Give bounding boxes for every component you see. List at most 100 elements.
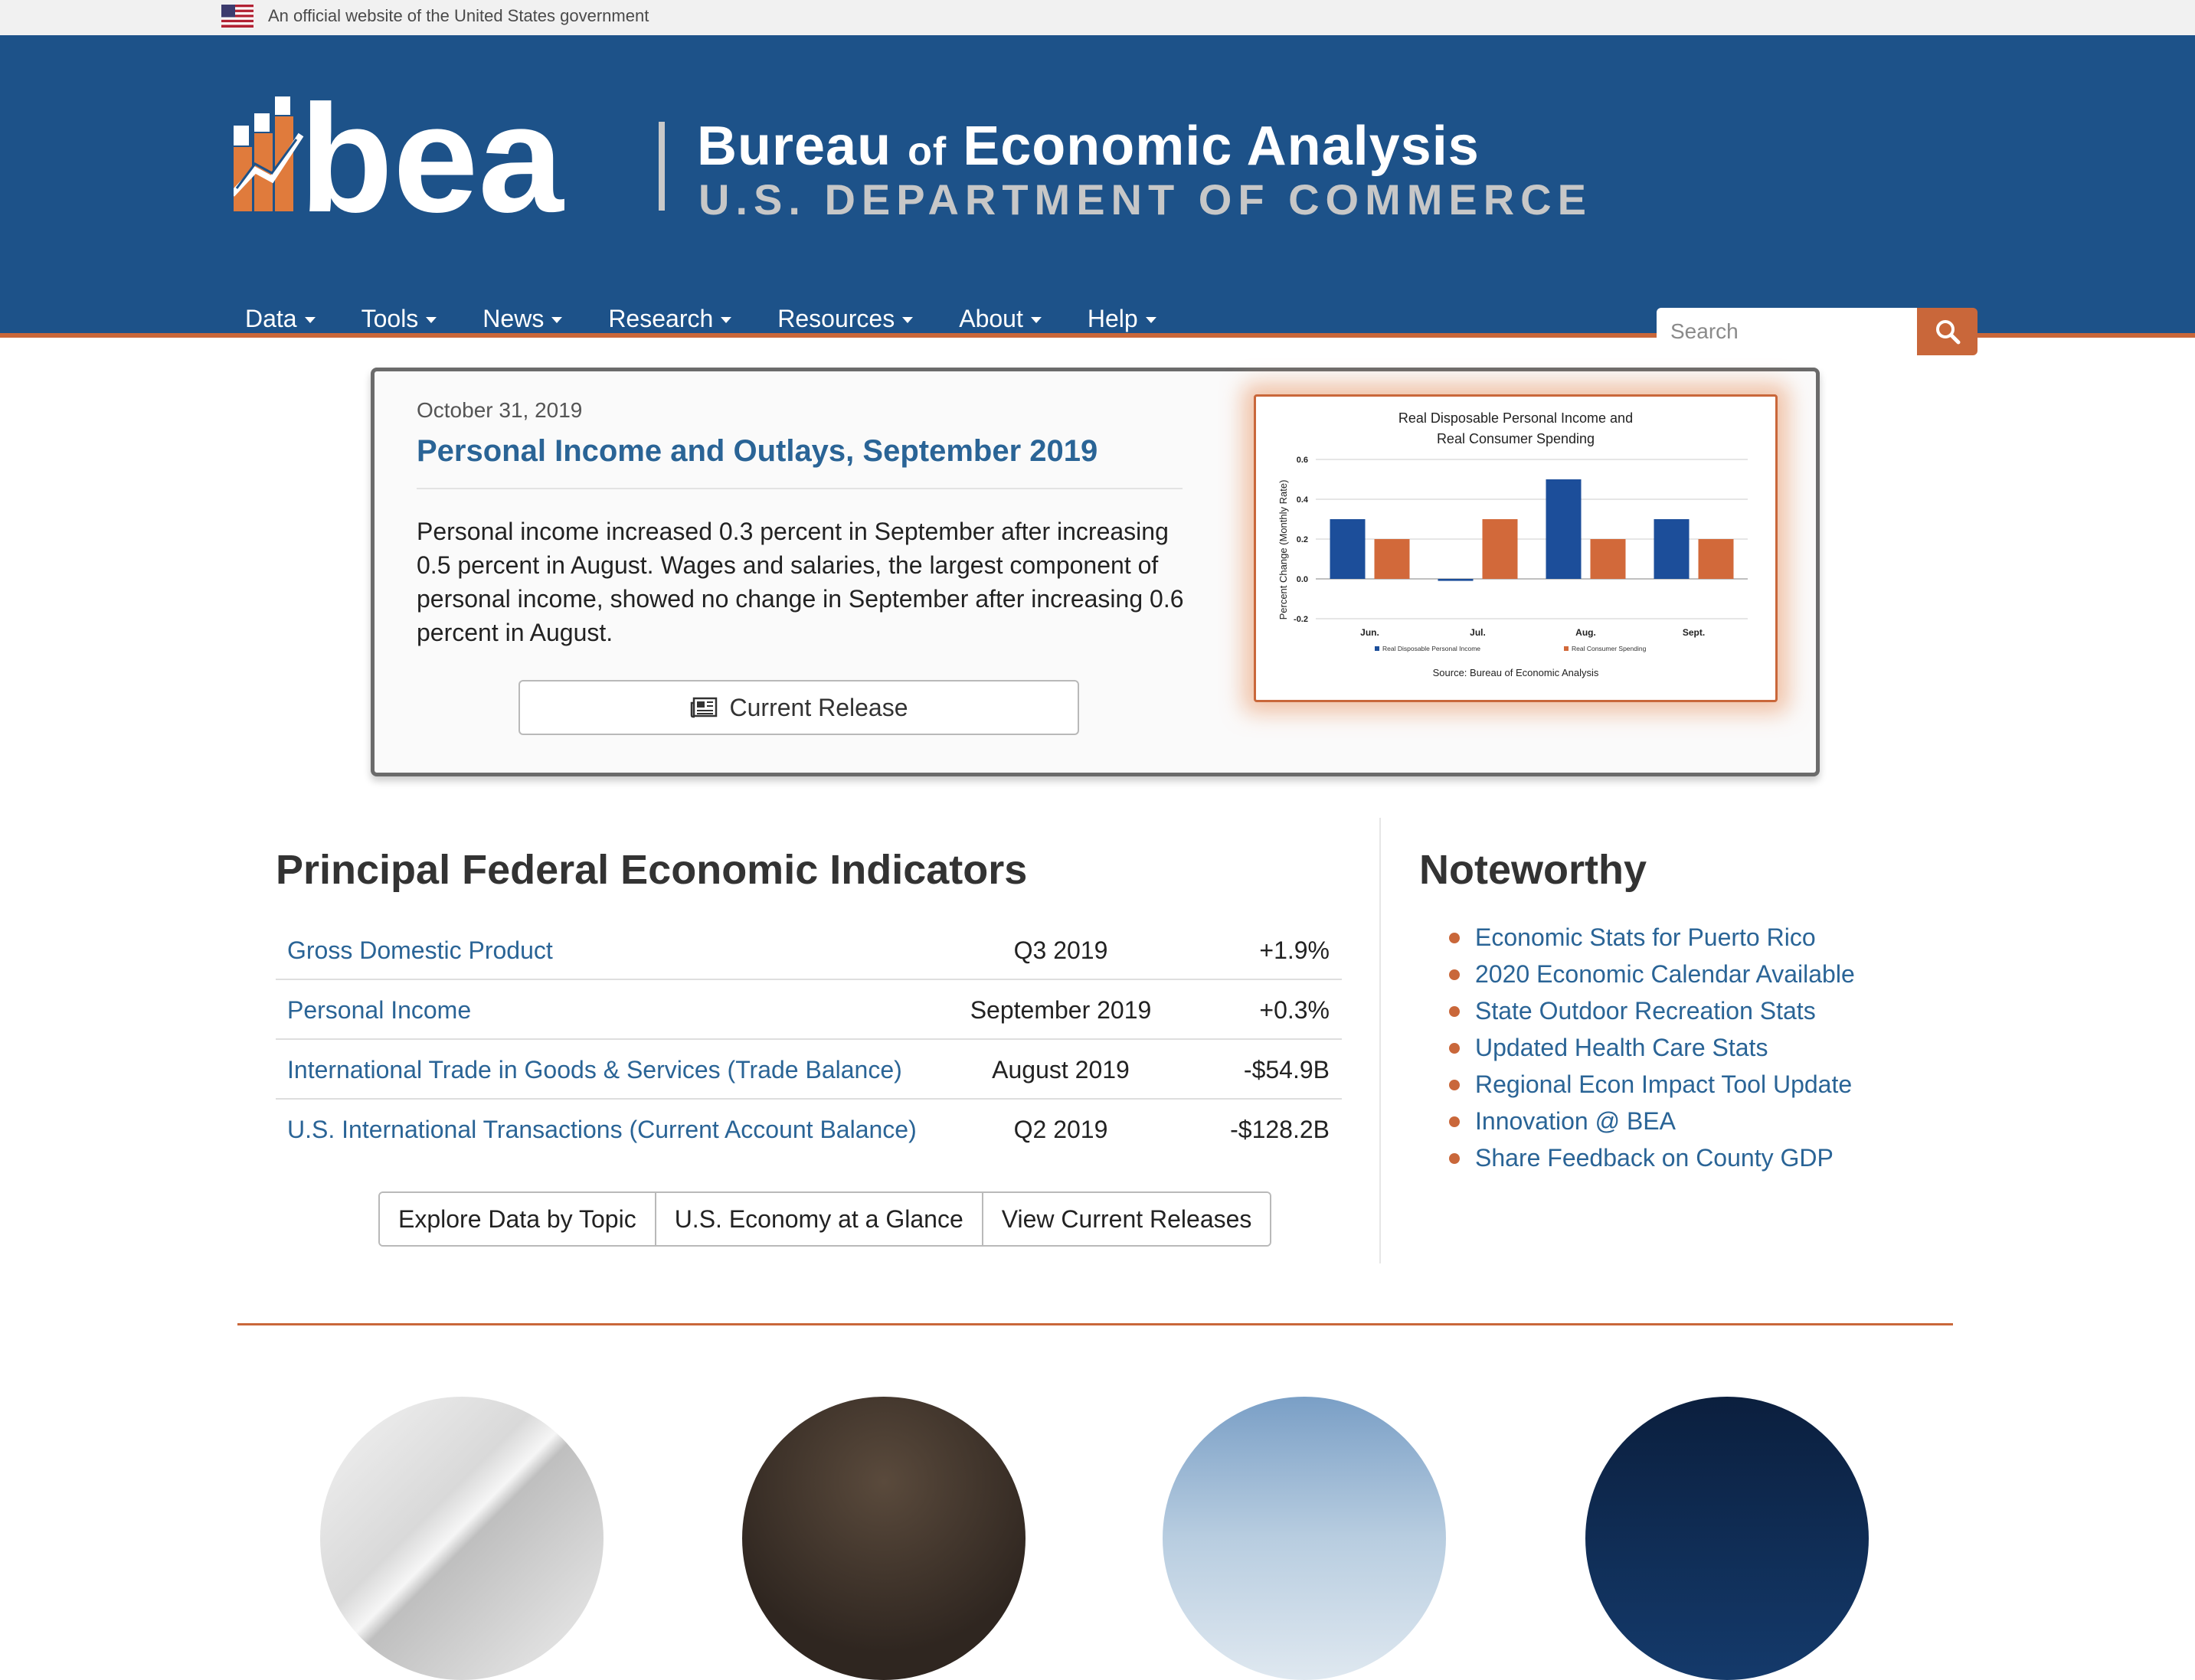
indicator-row: U.S. International Transactions (Current…	[276, 1100, 1342, 1159]
list-item: Updated Health Care Stats	[1446, 1029, 1855, 1066]
indicator-value: -$54.9B	[1243, 1056, 1330, 1084]
explore-data-by-topic-button[interactable]: Explore Data by Topic	[380, 1193, 656, 1245]
search-button[interactable]	[1917, 308, 1977, 355]
chart-bar	[1438, 579, 1474, 581]
legend-label-series-2: Real Consumer Spending	[1572, 645, 1647, 652]
search-icon	[1935, 320, 1960, 345]
indicator-period: Q2 2019	[1013, 1116, 1108, 1143]
indicators-table: Gross Domestic Product Q3 2019 +1.9% Per…	[276, 920, 1342, 1159]
noteworthy-link[interactable]: Regional Econ Impact Tool Update	[1475, 1070, 1853, 1098]
caret-down-icon	[721, 317, 732, 323]
legend-label-series-1: Real Disposable Personal Income	[1382, 645, 1480, 652]
section-divider	[237, 1323, 1953, 1325]
release-title-link[interactable]: Personal Income and Outlays, September 2…	[417, 434, 1098, 468]
main-nav: Data Tools News Research Resources About…	[233, 296, 1190, 342]
nav-item-label: Help	[1087, 304, 1138, 332]
chart-y-tick-label: 0.4	[1297, 495, 1309, 505]
indicator-period: September 2019	[970, 996, 1152, 1024]
noteworthy-link[interactable]: Innovation @ BEA	[1475, 1107, 1676, 1135]
bullet-icon	[1449, 1043, 1460, 1054]
newspaper-icon	[690, 697, 717, 718]
title-bureau: Bureau	[697, 116, 892, 177]
nav-item-label: Tools	[361, 304, 419, 332]
indicator-link[interactable]: U.S. International Transactions (Current…	[287, 1116, 917, 1143]
indicators-heading: Principal Federal Economic Indicators	[276, 847, 1028, 893]
chart-y-axis-label: Percent Change (Monthly Rate)	[1277, 480, 1289, 620]
noteworthy-link[interactable]: 2020 Economic Calendar Available	[1475, 960, 1855, 988]
indicator-period: Q3 2019	[1013, 936, 1108, 964]
noteworthy-link[interactable]: Updated Health Care Stats	[1475, 1034, 1768, 1061]
nav-item-label: Data	[245, 304, 297, 332]
title-divider	[417, 488, 1183, 489]
chart-x-tick-label: Jul.	[1470, 627, 1486, 638]
column-divider	[1379, 818, 1381, 1263]
us-economy-at-a-glance-button[interactable]: U.S. Economy at a Glance	[656, 1193, 983, 1245]
indicator-value: +0.3%	[1259, 996, 1330, 1024]
list-item: 2020 Economic Calendar Available	[1446, 956, 1855, 992]
topic-image-circle[interactable]	[320, 1397, 604, 1680]
nav-item-help[interactable]: Help	[1075, 296, 1169, 342]
chart-x-labels: Jun. Jul. Aug. Sept.	[1360, 627, 1705, 638]
noteworthy-link[interactable]: State Outdoor Recreation Stats	[1475, 997, 1816, 1025]
chart-bar	[1374, 539, 1410, 579]
official-gov-banner: An official website of the United States…	[0, 0, 2195, 35]
chart-y-tick-label: 0.0	[1297, 575, 1308, 584]
nav-item-resources[interactable]: Resources	[765, 296, 925, 342]
noteworthy-link[interactable]: Economic Stats for Puerto Rico	[1475, 923, 1816, 951]
current-release-button[interactable]: Current Release	[518, 680, 1079, 735]
caret-down-icon	[902, 317, 914, 323]
nav-item-tools[interactable]: Tools	[349, 296, 450, 342]
noteworthy-heading: Noteworthy	[1419, 847, 1647, 893]
list-item: Regional Econ Impact Tool Update	[1446, 1066, 1855, 1103]
chart-x-tick-label: Aug.	[1575, 627, 1596, 638]
nav-item-research[interactable]: Research	[596, 296, 744, 342]
caret-down-icon	[1030, 317, 1042, 323]
indicator-period: August 2019	[992, 1056, 1130, 1084]
indicator-value: -$128.2B	[1230, 1116, 1330, 1143]
logo-wordmark: bea	[299, 80, 564, 225]
indicator-row: Gross Domestic Product Q3 2019 +1.9%	[276, 920, 1342, 980]
view-current-releases-button[interactable]: View Current Releases	[983, 1193, 1271, 1245]
chart-source: Source: Bureau of Economic Analysis	[1433, 667, 1599, 678]
title-economic-analysis: Economic Analysis	[963, 116, 1480, 177]
bullet-icon	[1449, 1080, 1460, 1090]
topic-image-circle[interactable]	[742, 1397, 1026, 1680]
chart-title-line2: Real Consumer Spending	[1437, 431, 1595, 446]
logo-divider	[659, 122, 665, 211]
nav-item-about[interactable]: About	[947, 296, 1054, 342]
list-item: Share Feedback on County GDP	[1446, 1139, 1855, 1176]
indicator-link[interactable]: Gross Domestic Product	[287, 936, 553, 964]
nav-item-label: Resources	[777, 304, 895, 332]
caret-down-icon	[304, 317, 316, 323]
caret-down-icon	[1145, 317, 1156, 323]
topic-image-circle[interactable]	[1585, 1397, 1869, 1680]
nav-item-label: About	[959, 304, 1023, 332]
release-summary: Personal income increased 0.3 percent in…	[417, 518, 1184, 646]
current-release-label: Current Release	[729, 693, 908, 721]
bullet-icon	[1449, 1153, 1460, 1164]
chart-x-tick-label: Jun.	[1360, 627, 1379, 638]
list-item: Innovation @ BEA	[1446, 1103, 1855, 1139]
search-input[interactable]	[1657, 308, 1917, 355]
nav-item-label: News	[483, 304, 545, 332]
featured-release-card: October 31, 2019 Personal Income and Out…	[371, 368, 1820, 776]
chart-bar	[1698, 539, 1734, 579]
chart-x-tick-label: Sept.	[1683, 627, 1705, 638]
chart-bar	[1546, 479, 1582, 579]
indicator-link[interactable]: International Trade in Goods & Services …	[287, 1056, 902, 1084]
indicator-link[interactable]: Personal Income	[287, 996, 472, 1024]
indicator-button-group: Explore Data by Topic U.S. Economy at a …	[378, 1191, 1272, 1247]
title-of: of	[908, 129, 947, 174]
nav-item-data[interactable]: Data	[233, 296, 328, 342]
nav-item-news[interactable]: News	[470, 296, 574, 342]
chart-y-tick-label: 0.6	[1297, 456, 1308, 465]
agency-title: Bureau of Economic Analysis	[697, 112, 1480, 186]
noteworthy-link[interactable]: Share Feedback on County GDP	[1475, 1144, 1834, 1172]
bea-logo[interactable]: bea	[234, 80, 624, 225]
indicator-row: Personal Income September 2019 +0.3%	[276, 980, 1342, 1040]
chart-legend: Real Disposable Personal Income Real Con…	[1375, 645, 1647, 652]
featured-chart[interactable]: Real Disposable Personal Income and Real…	[1254, 394, 1778, 702]
chart-bar	[1654, 519, 1690, 579]
chart-bar	[1590, 539, 1626, 579]
topic-image-circle[interactable]	[1163, 1397, 1446, 1680]
